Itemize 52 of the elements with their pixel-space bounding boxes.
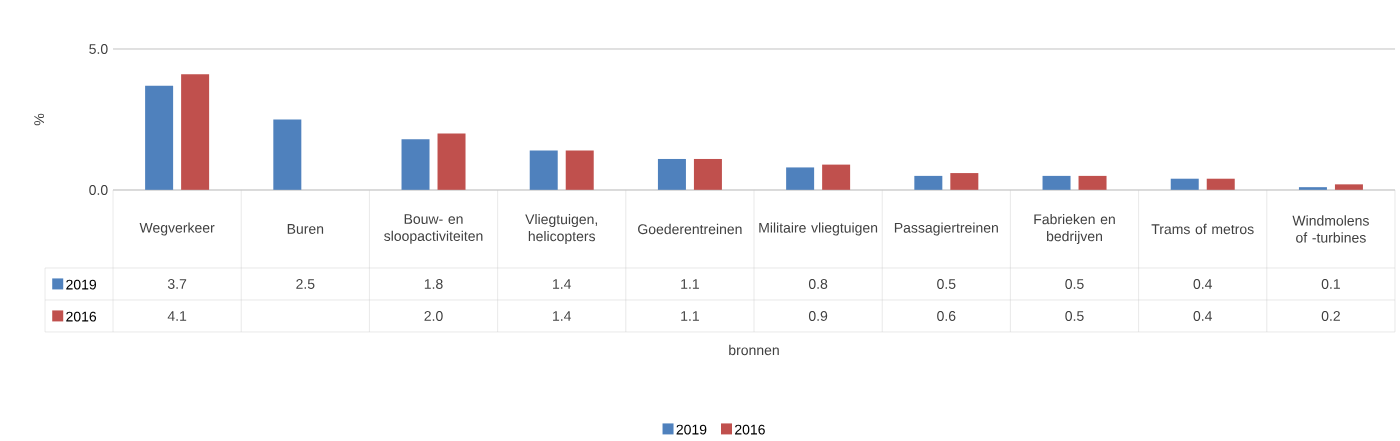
bar [1042, 175, 1071, 190]
bar [145, 85, 174, 190]
legend-label: 2016 [66, 311, 97, 322]
data-label: 2.0 [424, 311, 443, 321]
data-label: 4.1 [167, 311, 187, 321]
bar [529, 150, 558, 190]
data-label: 0.8 [808, 279, 828, 289]
bar [693, 158, 722, 190]
y-axis-title: % [34, 113, 45, 126]
x-tick-label: Militaire vliegtuigen [759, 222, 878, 236]
y-tick-label: 0.0 [89, 185, 108, 195]
bar [914, 175, 943, 190]
data-label: 0.5 [937, 279, 956, 289]
x-tick-label: Passagiertreinen [894, 222, 998, 236]
legend-label: 2019 [66, 279, 97, 290]
x-tick-label: Trams of metros [1151, 223, 1254, 235]
bar [181, 74, 210, 190]
bar [437, 133, 466, 190]
data-label: 0.5 [1065, 279, 1084, 289]
data-label: 1.4 [553, 279, 572, 289]
data-label: 0.2 [1321, 311, 1340, 321]
text: 2016 [735, 424, 765, 435]
data-label: 0.4 [1193, 311, 1213, 321]
data-label: 2.5 [296, 279, 315, 289]
bar [565, 150, 594, 190]
bar [1078, 175, 1107, 190]
data-label: 0.1 [1321, 279, 1340, 289]
x-tick-label: Buren [287, 224, 324, 234]
data-label: 1.1 [681, 279, 699, 289]
bar [273, 119, 302, 190]
bar [401, 139, 430, 190]
x-tick-label: Fabrieken en bedrijven [1034, 213, 1115, 245]
text: 2019 [676, 424, 707, 435]
bar [657, 158, 686, 190]
data-label: 1.4 [553, 311, 572, 321]
bar [822, 164, 851, 190]
data-label: 0.9 [808, 311, 828, 321]
data-label: 1.8 [424, 279, 443, 289]
bar [950, 173, 979, 190]
data-label: 0.4 [1193, 279, 1213, 289]
data-label: 1.1 [681, 311, 699, 321]
data-label: 3.7 [167, 279, 187, 289]
x-tick-label: Vliegtuigen, helicopters [525, 213, 598, 245]
x-tick-label: Bouw- en sloopactiviteiten [384, 214, 483, 244]
data-label: 0.6 [937, 311, 956, 321]
text: bronnen [729, 344, 779, 356]
y-tick-label: 5.0 [89, 44, 108, 54]
x-tick-label: Wegverkeer [139, 222, 215, 236]
bar [786, 167, 815, 190]
x-tick-label: Windmolens of -turbines [1292, 215, 1369, 243]
x-tick-label: Goederentreinen [638, 223, 742, 235]
data-label: 0.5 [1065, 311, 1084, 321]
